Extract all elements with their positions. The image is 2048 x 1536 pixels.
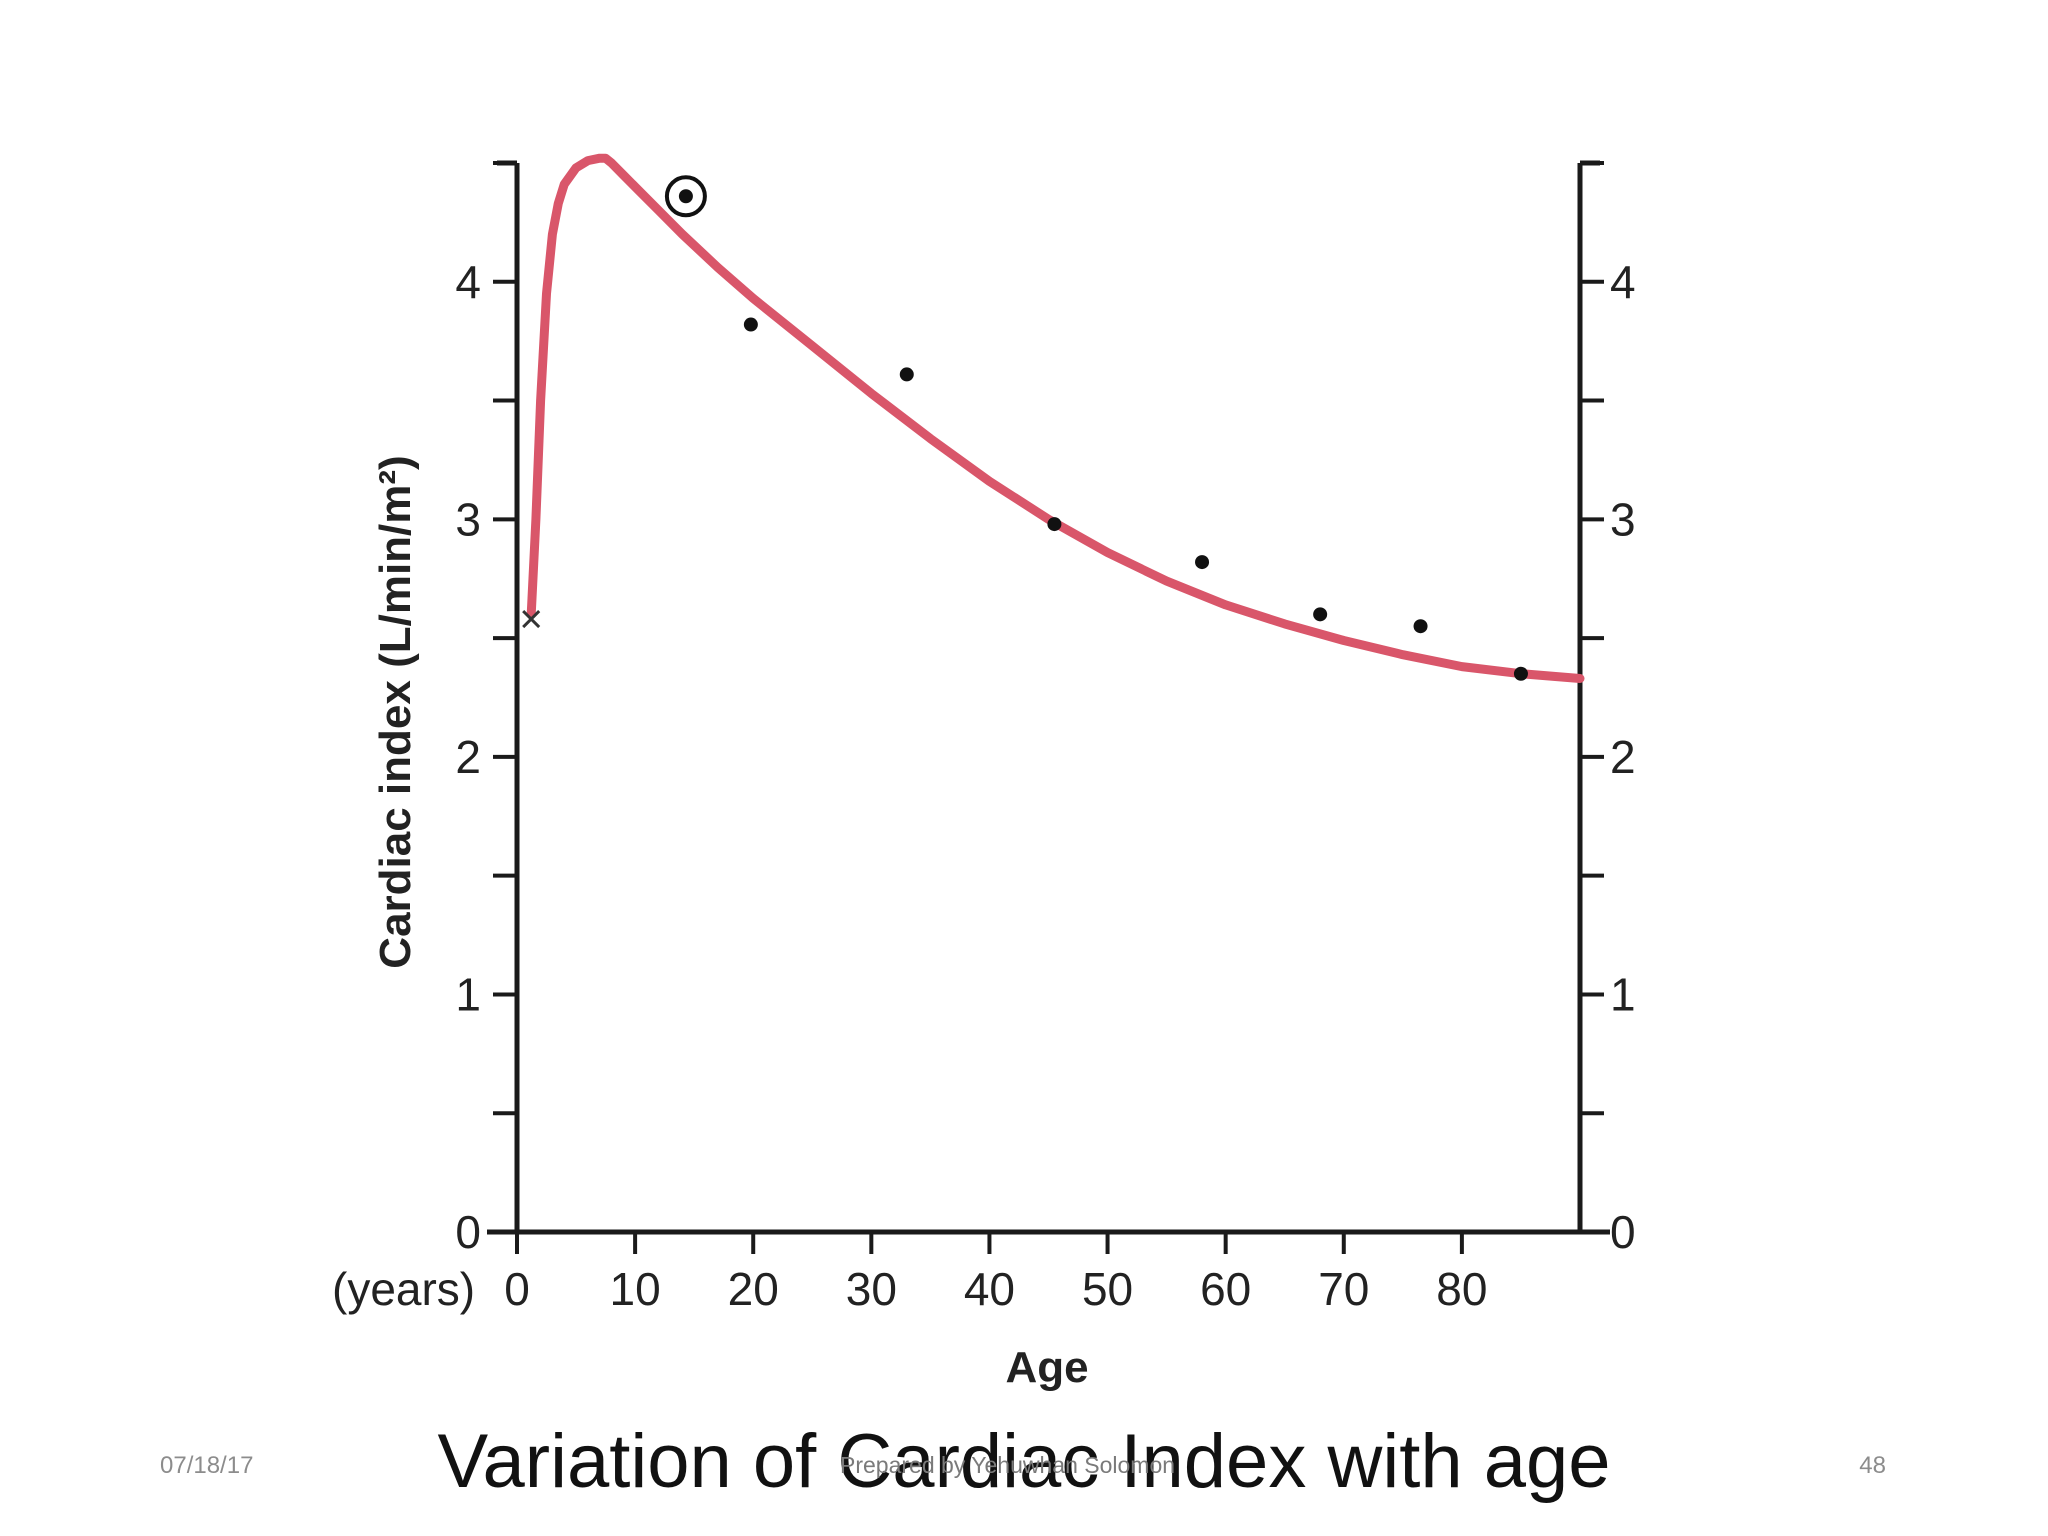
circled-data-point	[664, 175, 707, 218]
x-tick-label: 80	[1436, 1263, 1487, 1315]
y-tick-label-left: 1	[455, 968, 481, 1020]
slide-number: 48	[1859, 1452, 1886, 1479]
data-point	[743, 317, 758, 332]
data-point	[1313, 607, 1328, 622]
left-axis-ticks: 0 1 2 3 4	[455, 161, 517, 1258]
y-tick-label-right: 0	[1610, 1206, 1636, 1258]
x-tick-label: 0	[504, 1263, 530, 1315]
x-axis-unit-label: (years)	[332, 1263, 475, 1315]
data-point	[1047, 517, 1062, 532]
y-axis-title: Cardiac index (L/min/m²)	[371, 455, 420, 968]
axes	[487, 160, 1610, 1235]
circle-ring	[664, 175, 707, 218]
y-tick-label-left: 3	[455, 493, 481, 545]
plot-area: Cardiac index (L/min/m²) (years) Age 0 1 2…	[332, 153, 1636, 1392]
data-point	[1413, 619, 1428, 634]
data-point	[899, 367, 914, 382]
y-tick-label-left: 0	[455, 1206, 481, 1258]
y-tick-label-right: 3	[1610, 493, 1636, 545]
data-point	[1195, 555, 1210, 570]
footer-date: 07/18/17	[160, 1452, 254, 1479]
circle-dot	[678, 189, 693, 204]
x-tick-label: 50	[1082, 1263, 1133, 1315]
series	[522, 153, 1585, 683]
x-axis-ticks: 0 10 20 30 40 50 60 70 80	[504, 1232, 1487, 1315]
data-point	[1513, 666, 1528, 681]
x-marker-stroke	[522, 610, 541, 629]
newborn-x-marker	[522, 610, 541, 629]
y-tick-label-right: 1	[1610, 968, 1636, 1020]
x-tick-label: 60	[1200, 1263, 1251, 1315]
y-tick-label-right: 4	[1610, 256, 1636, 308]
footer-author: Prepared by Yehuwhan Solomon	[840, 1452, 1176, 1478]
x-tick-label: 20	[728, 1263, 779, 1315]
y-tick-label-left: 2	[455, 731, 481, 783]
y-tick-label-left: 4	[455, 256, 481, 308]
fitted-curve-line	[526, 153, 1585, 683]
x-tick-label: 70	[1318, 1263, 1369, 1315]
slide-title: Variation of Cardiac Index with age	[437, 1419, 1611, 1504]
right-axis-ticks: 0 1 2 3 4	[1580, 161, 1636, 1258]
x-axis-title: Age	[1005, 1343, 1088, 1392]
x-tick-label: 30	[846, 1263, 897, 1315]
x-tick-label: 40	[964, 1263, 1015, 1315]
x-tick-label: 10	[610, 1263, 661, 1315]
y-tick-label-right: 2	[1610, 731, 1636, 783]
